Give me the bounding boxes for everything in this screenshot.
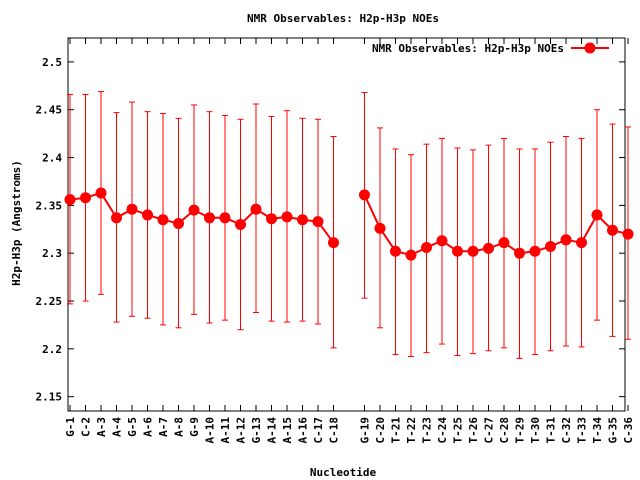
data-point [374,222,386,234]
data-point [204,212,215,224]
data-point [545,240,556,252]
x-tick-label: T-22 [405,417,418,444]
data-point [498,237,510,249]
x-tick-label: A-16 [297,417,310,444]
x-tick-label: A-15 [281,417,294,444]
data-point [483,242,494,254]
x-tick-label: C-32 [560,417,573,444]
data-point [591,209,603,221]
data-point [297,214,308,226]
legend: NMR Observables: H2p-H3p NOEs [372,42,609,55]
y-tick-label: 2.25 [36,295,63,308]
x-tick-label: T-30 [529,417,542,444]
x-tick-label: A-7 [157,417,170,437]
data-point [467,245,479,257]
y-tick-label: 2.2 [42,343,62,356]
data-point [607,224,618,236]
data-point [560,234,572,246]
y-tick-label: 2.45 [36,104,63,117]
x-tick-label: T-23 [421,417,434,444]
data-point [80,192,91,204]
x-tick-label: C-18 [328,417,341,444]
y-tick-label: 2.35 [36,199,63,212]
data-point [126,203,138,215]
legend-marker-swatch [584,42,596,54]
data-point [529,245,541,257]
data-point [312,216,324,228]
x-tick-label: T-34 [591,417,604,444]
y-tick-label: 2.4 [42,152,62,165]
x-tick-label: A-12 [235,417,248,444]
data-point [421,241,432,253]
series-layer [64,91,634,359]
data-point [514,247,525,259]
data-point [328,237,339,249]
y-tick-label: 2.3 [42,247,62,260]
x-tick-label: T-21 [390,417,403,444]
data-point [576,237,587,249]
data-point [95,187,107,199]
y-tick-label: 2.5 [42,56,62,69]
axes: 2.15 2.2 2.25 2.3 2.35 2.4 2.45 2.5 G-1 C-2 A-3 A-4… [36,38,635,444]
x-tick-label: C-27 [483,417,496,444]
plot-frame [67,37,626,412]
x-tick-label: C-36 [622,417,635,444]
x-tick-label: T-31 [545,417,558,444]
x-tick-label: T-33 [576,417,589,444]
x-tick-label: T-25 [452,417,465,444]
data-point [142,209,153,221]
data-point [111,212,122,224]
data-point [622,228,634,240]
x-tick-label: C-2 [80,417,93,437]
data-point [235,219,246,230]
x-axis-label: Nucleotide [310,466,377,479]
x-tick-label: A-8 [173,417,186,437]
data-point [173,218,184,230]
data-point [188,204,200,216]
data-point [64,194,76,206]
series-line [363,194,629,257]
data-point [405,249,417,261]
data-point [281,211,293,223]
x-tick-label: G-13 [250,417,263,444]
x-tick-label: T-26 [467,417,480,444]
data-point [219,212,231,224]
data-point [266,213,277,225]
data-point [359,189,370,201]
x-tick-label: A-3 [95,417,108,437]
x-tick-label: G-5 [126,417,139,437]
data-point [250,203,262,215]
x-tick-label: A-14 [266,417,279,444]
y-tick-label: 2.15 [36,391,63,404]
data-point [436,235,448,247]
x-tick-label: C-28 [498,417,511,444]
x-tick-label: A-4 [111,417,124,437]
x-tick-label: G-1 [64,417,77,437]
x-tick-label: A-10 [204,417,217,444]
x-tick-label: C-17 [312,417,325,444]
series-line [69,191,335,244]
chart-title: NMR Observables: H2p-H3p NOEs [247,12,439,25]
x-tick-label: G-9 [188,417,201,437]
x-tick-label: C-24 [436,417,449,444]
x-tick-label: C-20 [374,417,387,444]
data-point [452,245,463,257]
x-tick-label: T-29 [514,417,527,444]
x-tick-label: G-19 [359,417,372,444]
x-tick-label: A-11 [219,417,232,444]
x-tick-label: G-35 [607,417,620,444]
y-axis-label: H2p-H3p (Angstroms) [10,160,23,286]
data-point [390,245,401,257]
x-tick-label: A-6 [142,417,155,437]
data-point [157,214,169,226]
legend-label: NMR Observables: H2p-H3p NOEs [372,42,564,55]
